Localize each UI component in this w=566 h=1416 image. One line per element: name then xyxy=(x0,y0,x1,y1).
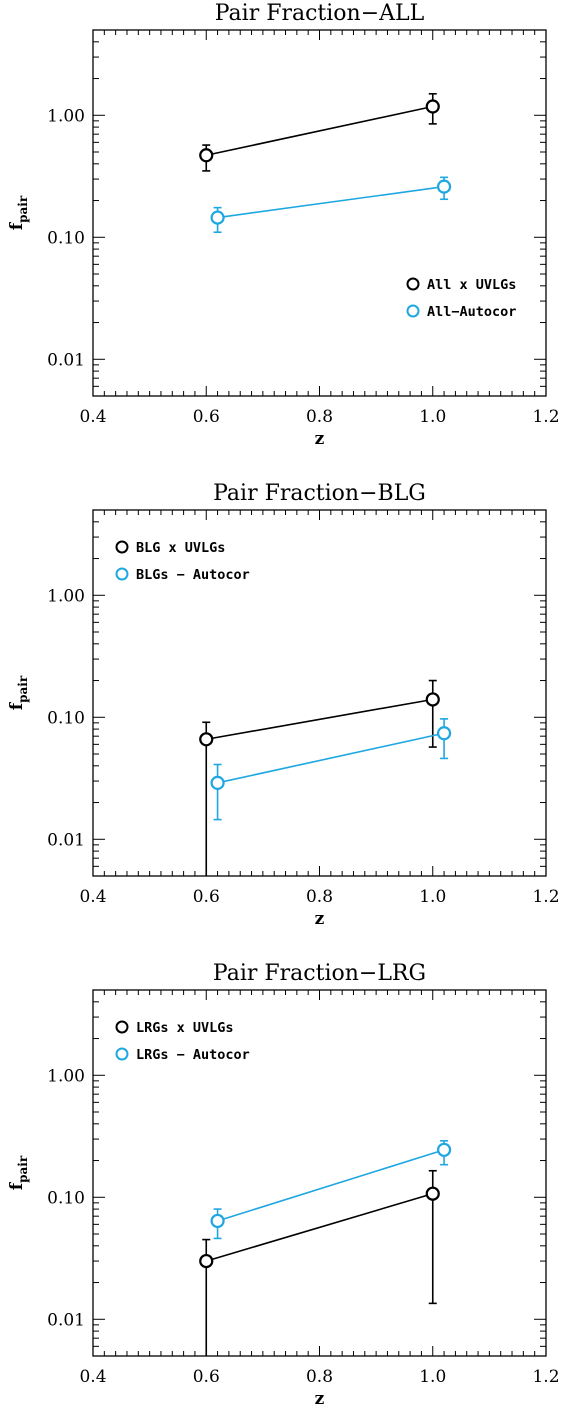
x-tick-label: 0.4 xyxy=(79,407,106,427)
x-tick-label: 1.2 xyxy=(532,1367,559,1387)
series-line xyxy=(211,1194,428,1261)
legend-marker xyxy=(115,1020,129,1034)
data-point xyxy=(199,148,214,163)
x-tick-label: 0.6 xyxy=(193,1367,220,1387)
legend-label: BLG x UVLGs xyxy=(136,540,225,556)
data-point xyxy=(425,99,440,114)
series-line xyxy=(211,106,428,155)
y-axis-label-main: f xyxy=(7,1181,27,1190)
legend-label: BLGs − Autocor xyxy=(136,567,250,583)
y-tick-label: 0.10 xyxy=(47,228,85,248)
plot-frame xyxy=(92,29,547,397)
legend-marker xyxy=(115,540,129,554)
data-point xyxy=(436,726,452,741)
series-2 xyxy=(210,1140,452,1240)
y-tick-label: 0.01 xyxy=(47,830,85,850)
x-tick-label: 0.4 xyxy=(79,887,106,907)
y-tick-label: 0.01 xyxy=(47,350,85,370)
series-2 xyxy=(210,718,452,821)
y-tick-label: 0.10 xyxy=(47,708,85,728)
chart-panel-2: Pair Fraction−BLG 0.4 0.6 0.8 1.0 1.2 0.01 0.10… xyxy=(7,481,560,929)
legend-label: All x UVLGs xyxy=(427,277,516,293)
y-axis-label: fpair xyxy=(7,675,30,710)
x-tick-label: 0.8 xyxy=(306,1367,333,1387)
series-line xyxy=(223,186,439,218)
data-point xyxy=(199,732,214,747)
data-point xyxy=(436,179,452,194)
x-tick-label: 1.2 xyxy=(532,887,559,907)
series-1 xyxy=(199,92,440,172)
legend-label: All−Autocor xyxy=(427,304,516,320)
series-2 xyxy=(210,176,452,234)
data-point xyxy=(436,1142,452,1157)
plot-frame xyxy=(92,509,547,877)
data-point xyxy=(210,210,225,225)
y-axis-label-sub: pair xyxy=(16,195,30,223)
x-tick-label: 1.2 xyxy=(532,407,559,427)
y-tick-label: 1.00 xyxy=(47,586,85,606)
x-tick-label: 0.6 xyxy=(193,887,220,907)
data-point xyxy=(210,775,225,790)
x-axis-label: z xyxy=(315,429,325,449)
series-line xyxy=(223,1150,439,1220)
x-tick-label: 0.8 xyxy=(306,887,333,907)
x-tick-label: 0.4 xyxy=(79,1367,106,1387)
series-1 xyxy=(199,679,440,876)
chart-panel-1: Pair Fraction−ALL 0.4 0.6 0.8 1.0 1.2 0.01 0.10… xyxy=(7,1,560,449)
legend-marker xyxy=(115,567,129,581)
legend-label: LRGs − Autocor xyxy=(136,1047,250,1063)
x-axis-label: z xyxy=(315,909,325,929)
chart-panel-3: Pair Fraction−LRG 0.4 0.6 0.8 1.0 1.2 0.01 0.10… xyxy=(7,961,560,1409)
legend-marker xyxy=(406,304,420,318)
y-axis-label-main: f xyxy=(7,221,27,230)
x-tick-label: 1.0 xyxy=(419,407,446,427)
data-point xyxy=(425,1186,440,1201)
y-tick-label: 1.00 xyxy=(47,106,85,126)
x-tick-label: 0.8 xyxy=(306,407,333,427)
y-axis-label-main: f xyxy=(7,701,27,710)
x-tick-label: 1.0 xyxy=(419,1367,446,1387)
chart-title: Pair Fraction−LRG xyxy=(213,961,426,986)
y-axis-label: fpair xyxy=(7,1155,30,1190)
y-tick-label: 0.01 xyxy=(47,1310,85,1330)
legend-label: LRGs x UVLGs xyxy=(136,1020,234,1036)
x-tick-label: 1.0 xyxy=(419,887,446,907)
data-point xyxy=(425,692,440,707)
x-axis-label: z xyxy=(315,1389,325,1409)
x-tick-label: 0.6 xyxy=(193,407,220,427)
legend-marker xyxy=(406,277,420,291)
y-axis-label: fpair xyxy=(7,195,30,230)
y-tick-label: 1.00 xyxy=(47,1066,85,1086)
series-line xyxy=(223,733,439,783)
data-point xyxy=(210,1213,225,1229)
y-axis-label-sub: pair xyxy=(16,1155,30,1183)
legend-marker xyxy=(115,1047,129,1061)
y-tick-label: 0.10 xyxy=(47,1188,85,1208)
chart-title: Pair Fraction−ALL xyxy=(215,1,425,26)
chart-title: Pair Fraction−BLG xyxy=(213,481,426,506)
y-axis-label-sub: pair xyxy=(16,675,30,703)
data-point xyxy=(199,1253,214,1269)
plot-frame xyxy=(92,989,547,1357)
series-1 xyxy=(199,1169,440,1356)
series-line xyxy=(212,699,427,740)
